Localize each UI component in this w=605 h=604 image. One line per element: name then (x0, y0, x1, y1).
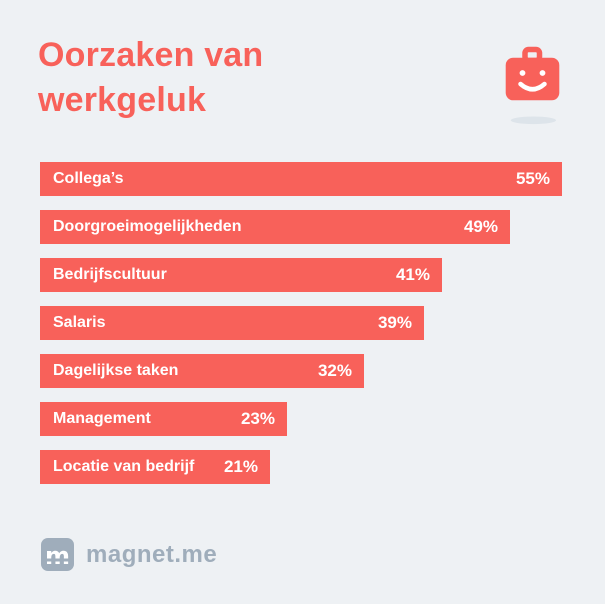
bar-value-label: 21% (223, 457, 258, 476)
bar-category-label: Salaris (53, 314, 106, 331)
bar-row: Doorgroeimogelijkheden 49% (40, 210, 510, 244)
bar-row: Salaris 39% (40, 306, 424, 340)
happy-briefcase-svg (505, 46, 560, 125)
bar-value-label: 32% (317, 361, 352, 380)
bar-row: Locatie van bedrijf 21% (40, 450, 270, 484)
bar-chart: Collega’s 55% Doorgroeimogelijkheden 49%… (40, 162, 570, 498)
bar-category-label: Doorgroeimogelijkheden (53, 218, 242, 235)
bar-category-label: Bedrijfscultuur (53, 266, 167, 283)
bar-category-label: Collega’s (53, 170, 124, 187)
footer-brand: m magnet.me (41, 538, 217, 571)
bar-value-label: 23% (240, 409, 275, 428)
page-title: Oorzaken van werkgeluk (38, 36, 264, 119)
bar-value-label: 39% (377, 313, 412, 332)
bar-row: Collega’s 55% (40, 162, 562, 196)
bar-category-label: Management (53, 410, 151, 427)
bar-value-label: 49% (463, 217, 498, 236)
happy-briefcase-icon (498, 42, 568, 126)
bar-row: Management 23% (40, 402, 287, 436)
bar-row: Bedrijfscultuur 41% (40, 258, 442, 292)
bar-category-label: Dagelijkse taken (53, 362, 179, 379)
bar-value-label: 55% (515, 169, 550, 188)
svg-text:m: m (45, 542, 70, 570)
magnet-me-logo-icon: m (41, 538, 74, 571)
bar-value-label: 41% (395, 265, 430, 284)
bar-category-label: Locatie van bedrijf (53, 458, 195, 475)
brand-name: magnet.me (86, 540, 218, 568)
bar-row: Dagelijkse taken 32% (40, 354, 364, 388)
